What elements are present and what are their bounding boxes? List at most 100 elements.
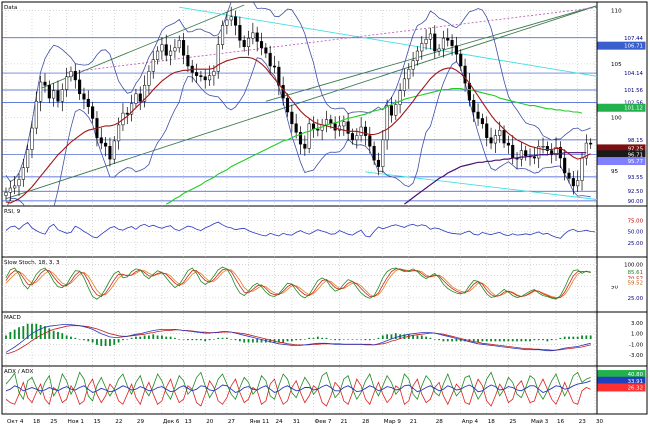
value-flag: 59.52 [598,278,645,286]
macd-bar [446,339,449,342]
x-tick-label: 27 [228,419,236,425]
macd-bar [109,339,111,347]
macd-bar [126,339,129,340]
pane-price [1,1,598,207]
flag-box [598,278,645,286]
candle-body [485,123,489,138]
candle-body [259,41,264,49]
macd-bar [182,339,185,340]
macd-bar [516,339,518,342]
macd-bar [5,335,7,339]
flag-label: 26.32 [628,385,643,391]
macd-bar [416,335,419,339]
flag-label: 96.71 [628,152,643,158]
macd-bar [122,339,124,341]
macd-bar [83,339,85,341]
macd-bar [260,339,263,343]
trend-line [5,5,597,200]
value-flag: 104.14 [598,69,645,77]
macd-bar [559,337,562,339]
macd-bar [316,336,319,339]
macd-bar [451,339,453,342]
macd-bar [351,339,354,340]
macd-bar [373,339,376,340]
flag-label: 25.00 [628,241,644,247]
candle-body [39,81,43,102]
candle-body [342,121,346,127]
x-tick-label: 30 [596,419,604,425]
flag-label: 75.00 [628,218,644,224]
value-flag: 93.55 [598,173,645,181]
macd-bar [542,339,544,341]
candle-body [567,172,571,179]
macd-bar [186,339,189,341]
candle-body [333,123,337,131]
candle-body [324,119,329,126]
flag-box [598,294,645,302]
flag-label: 102.56 [624,100,643,106]
x-tick-label: Дек 6 [163,419,180,425]
rsi-line [5,221,596,239]
candle-body [47,85,51,99]
pane-macd [1,311,598,367]
flag-box [598,86,645,94]
macd-bar [459,339,462,342]
candle-body [290,111,294,125]
x-tick-label: 31 [293,419,301,425]
flag-box [598,260,645,268]
flag-label: 100.00 [624,262,643,268]
x-tick-label: 18 [33,419,41,425]
value-flag: 107.44 [598,34,645,42]
macd-bar [234,339,237,341]
flag-label: 104.14 [624,71,643,77]
candle-body [493,135,497,144]
candle-body [303,143,307,149]
x-tick-label: Мар 9 [384,419,402,425]
macd-bar [78,339,81,340]
candle-body [216,44,220,72]
macd-bar [9,331,12,339]
macd-bar [377,337,380,339]
flag-box [598,173,645,181]
candle-body [402,78,406,91]
macd-bar [130,337,133,339]
flag-box [598,239,645,247]
macd-bar [585,335,588,339]
macd-bar [589,335,592,339]
macd-bar [243,339,246,343]
candle-body [147,71,151,86]
candle-body [138,93,142,102]
macd-bar [148,335,150,339]
flag-label: 95.77 [628,159,643,165]
candle-body [8,187,12,193]
candle-body [454,45,458,55]
flag-label: 3.00 [631,321,644,327]
candle-body [13,185,17,189]
candle-body [117,124,121,142]
candle-body [4,192,8,196]
candle-body [407,68,411,80]
candle-body [480,118,484,125]
candle-body [381,139,385,167]
x-tick-label: 22 [115,419,122,425]
macd-bar [256,339,259,343]
candle-body [225,19,229,26]
flag-label: 25.00 [628,296,644,302]
candle-body [363,126,368,136]
value-flag: -1.00 [598,340,645,348]
value-flag: 75.00 [598,216,645,224]
flag-box [598,319,645,327]
x-tick-label: Ноя 1 [68,419,85,425]
macd-bar [576,336,579,339]
candle-body [195,72,199,76]
macd-bar [165,336,168,339]
candle-body [43,81,47,86]
macd-bar [191,339,194,341]
pane-title-price: Data [4,5,17,11]
macd-bar [537,339,540,341]
macd-bar [152,334,155,339]
candle-body [537,146,541,159]
candle-body [91,106,95,119]
candle-body [463,65,467,84]
macd-bar [295,339,298,341]
